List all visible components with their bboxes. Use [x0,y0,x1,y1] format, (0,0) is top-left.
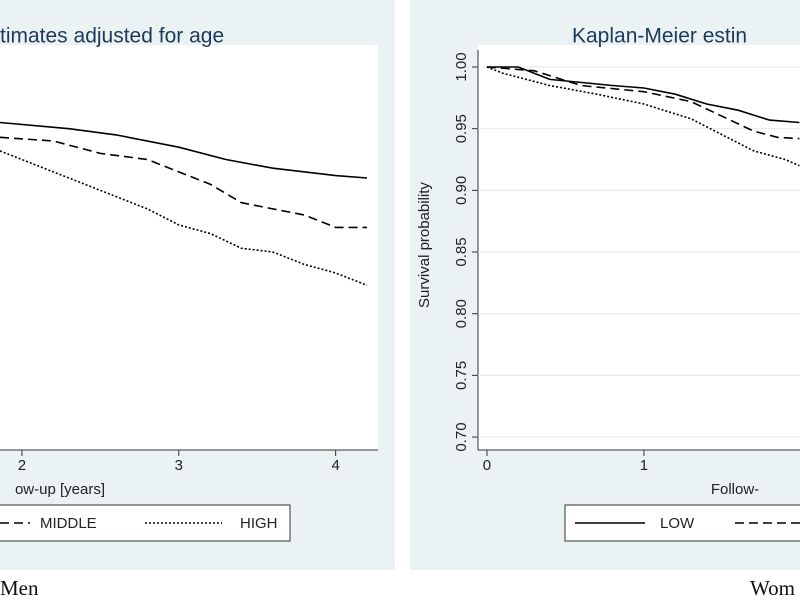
x-tick-label: 2 [18,457,26,474]
survival-line [486,66,800,124]
legend-label: LOW [660,515,695,532]
caption: Men [0,576,39,600]
y-tick-label: 0.90 [453,176,470,205]
survival-line [486,66,800,140]
y-tick-label: 0.70 [453,422,470,451]
y-tick-label: 1.00 [453,52,470,81]
y-tick-label: 0.95 [453,114,470,143]
plot-area [0,45,378,450]
x-tick-label: 1 [640,457,648,474]
y-tick-label: 0.80 [453,299,470,328]
y-axis-label: Survival probability [416,182,433,308]
survival-line [0,136,367,229]
x-tick-label: 4 [331,457,339,474]
y-tick-label: 0.75 [453,361,470,390]
x-axis-label: Follow- [711,481,759,498]
chart-title: Kaplan-Meier estin [572,25,747,48]
legend-label: MIDDLE [40,515,97,532]
caption: Wom [750,576,795,600]
x-tick-label: 0 [483,457,491,474]
legend-label: HIGH [240,515,278,532]
x-tick-label: 3 [175,457,183,474]
x-axis-label: ow-up [years] [15,481,105,498]
survival-line [0,121,368,179]
survival-line [486,66,800,167]
y-tick-label: 0.85 [453,237,470,266]
chart-title: timates adjusted for age [0,25,224,48]
plot-area [478,45,800,450]
legend-box [564,504,800,542]
survival-line [0,150,368,287]
